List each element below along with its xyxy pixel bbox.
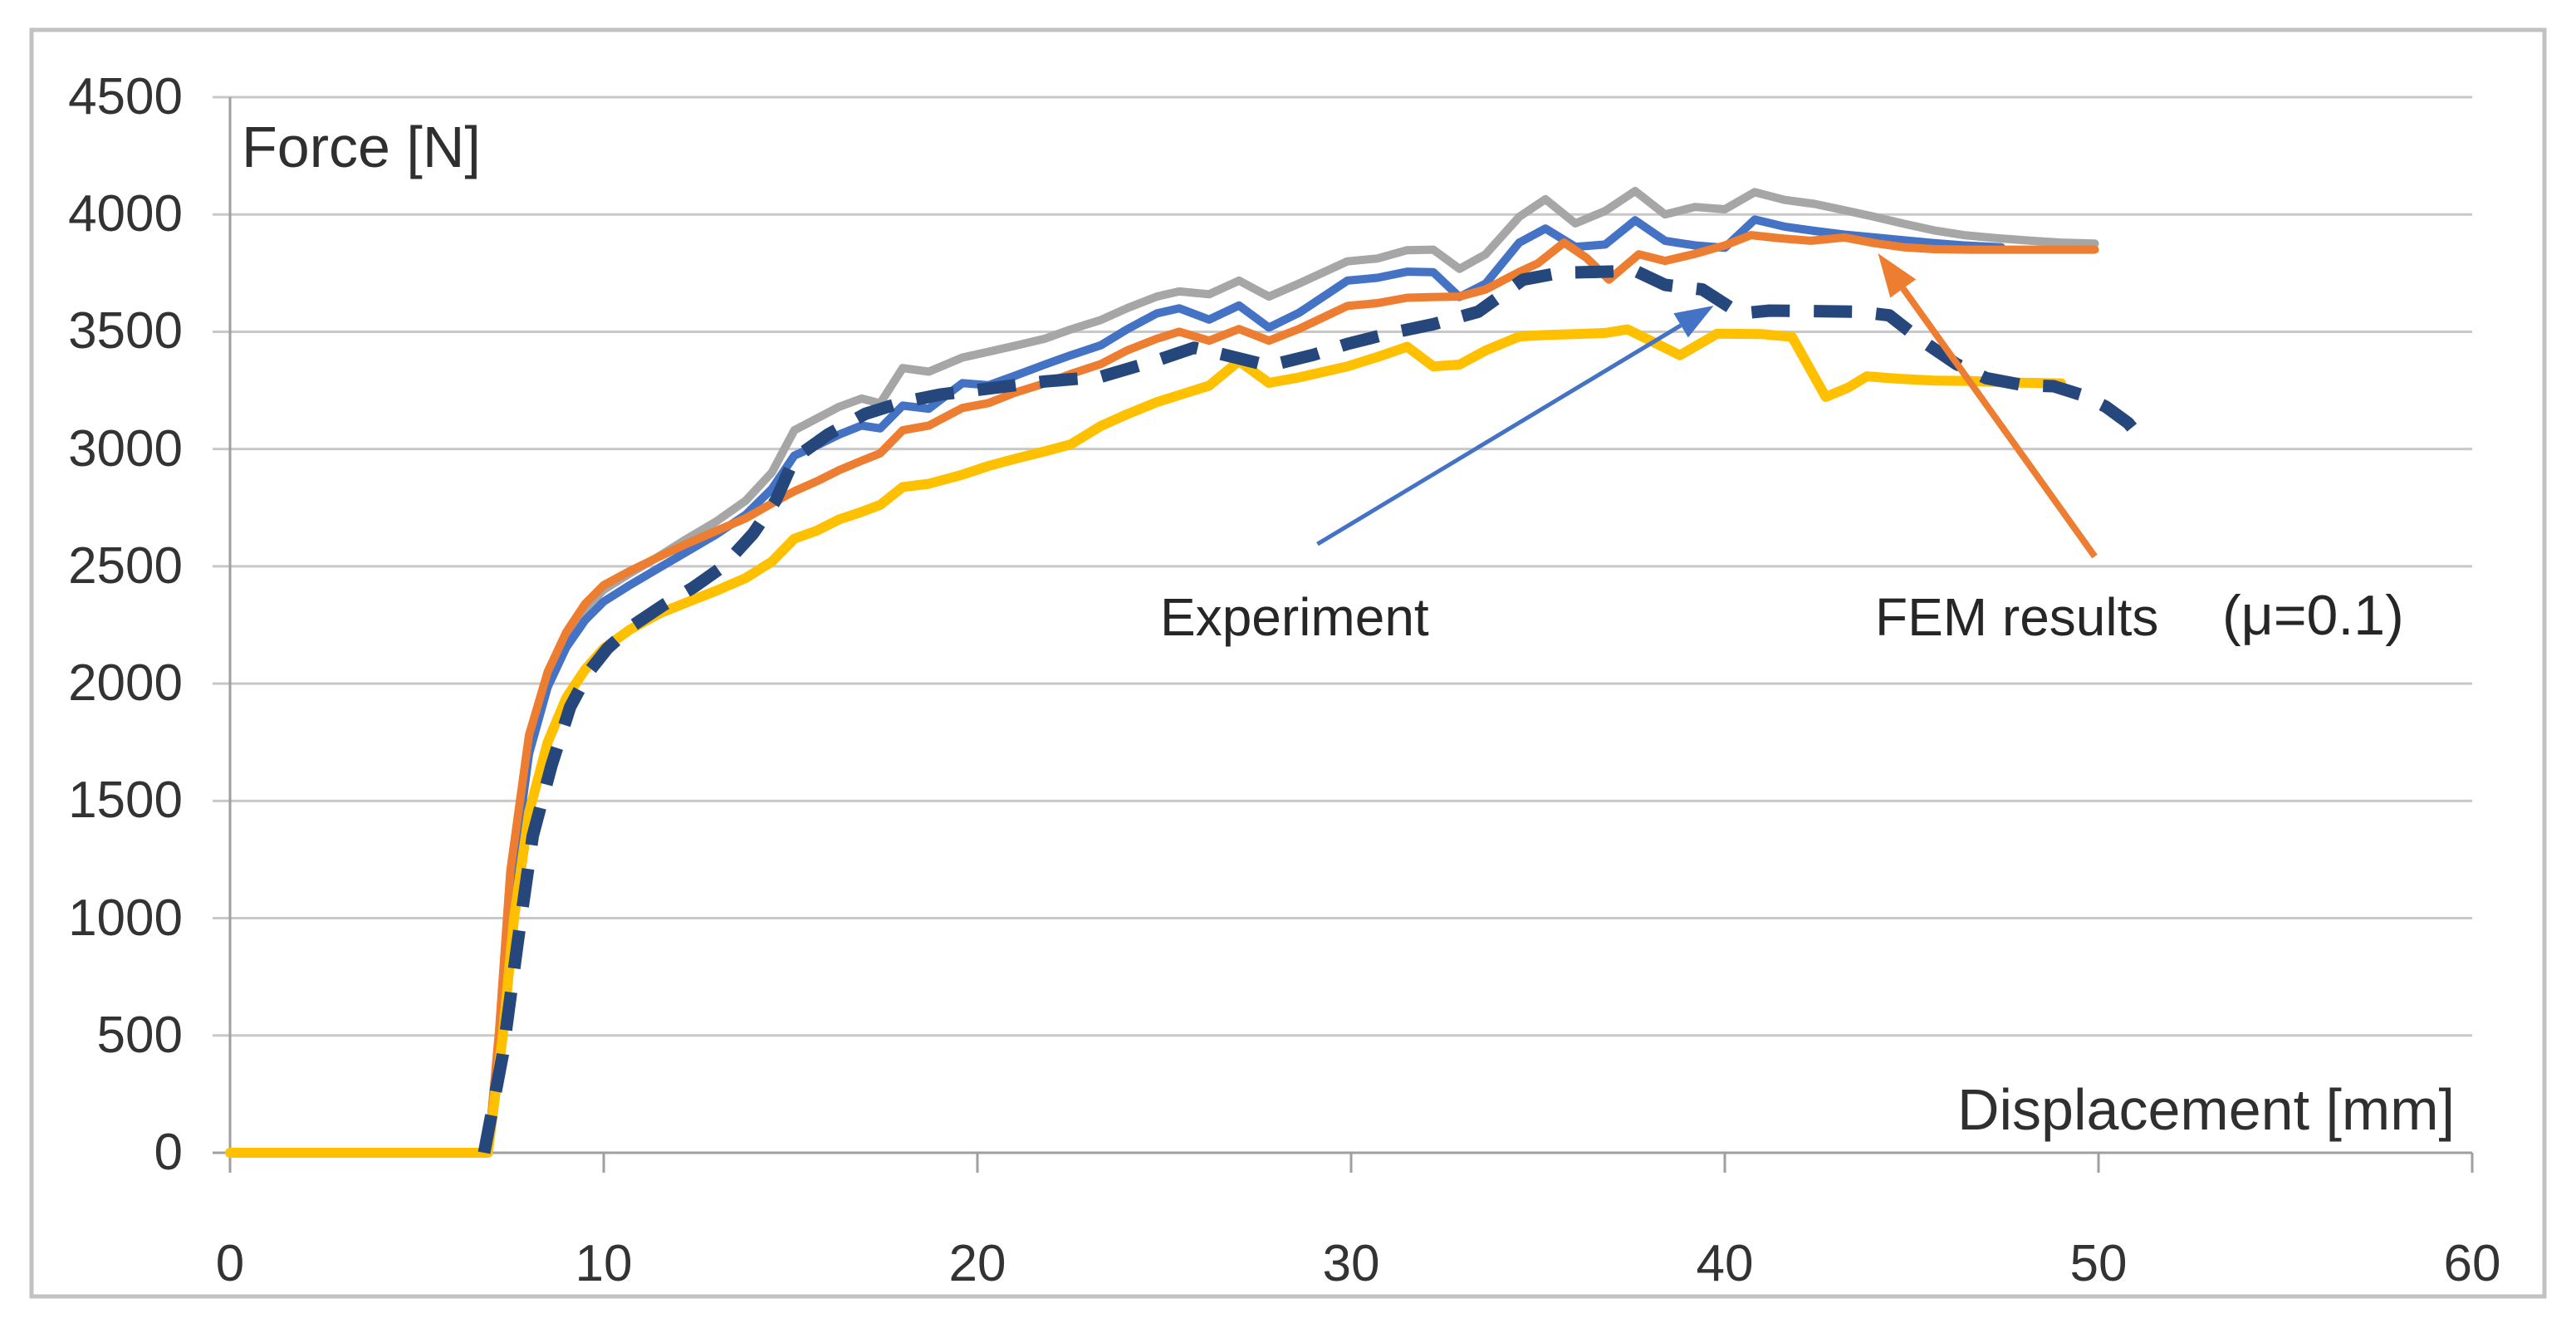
experiment-arrow-head — [1673, 306, 1714, 338]
series-line-experiment — [477, 264, 2152, 1154]
fem-results-annotation-label: FEM results — [1875, 587, 2159, 647]
y-tick-label-4000: 4000 — [68, 185, 183, 243]
y-tick-label-1500: 1500 — [68, 772, 183, 830]
x-tick-label-0: 0 — [215, 1235, 245, 1292]
y-tick-label-1000: 1000 — [68, 889, 183, 947]
x-tick-label-10: 10 — [575, 1235, 633, 1292]
series-line-fem-result-orange- — [226, 231, 2099, 1157]
fem-arrow-shaft — [1900, 287, 2098, 559]
y-tick-label-2000: 2000 — [68, 654, 183, 713]
x-axis-title: Displacement [mm] — [1956, 1077, 2455, 1142]
y-tick-label-2500: 2500 — [68, 537, 183, 595]
figure-border — [29, 27, 2547, 1299]
y-tick-label-0: 0 — [154, 1124, 183, 1181]
mu-value-annotation-label: (μ=0.1) — [2222, 584, 2404, 647]
y-tick-label-500: 500 — [96, 1006, 183, 1064]
y-tick-label-3500: 3500 — [68, 302, 183, 360]
x-tick-label-30: 30 — [1322, 1235, 1380, 1292]
x-tick-label-40: 40 — [1696, 1235, 1754, 1292]
x-tick-label-50: 50 — [2069, 1235, 2128, 1292]
experiment-arrow-shaft — [1316, 323, 1682, 546]
x-tick-label-20: 20 — [948, 1235, 1006, 1292]
y-tick-label-3000: 3000 — [68, 419, 183, 478]
x-tick-label-60: 60 — [2443, 1235, 2501, 1292]
y-axis-title: Force [N] — [242, 115, 481, 179]
experiment-annotation-label: Experiment — [1160, 587, 1429, 647]
y-tick-label-4500: 4500 — [68, 68, 183, 125]
fem-arrow-head — [1878, 253, 1917, 298]
